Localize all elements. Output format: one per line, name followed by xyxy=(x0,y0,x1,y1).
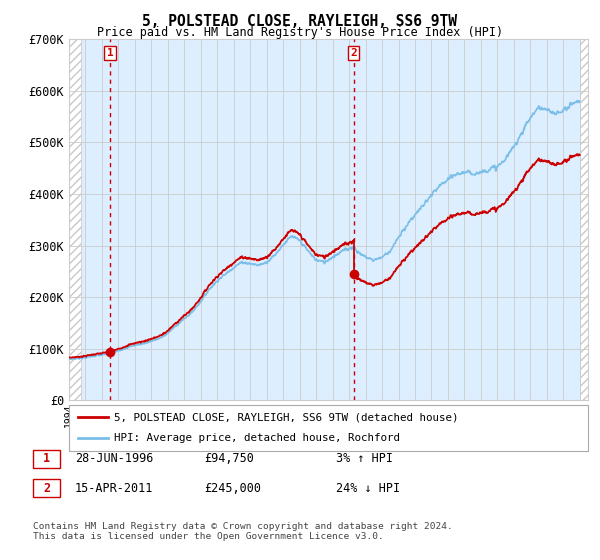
Text: 24% ↓ HPI: 24% ↓ HPI xyxy=(336,482,400,495)
Text: 5, POLSTEAD CLOSE, RAYLEIGH, SS6 9TW (detached house): 5, POLSTEAD CLOSE, RAYLEIGH, SS6 9TW (de… xyxy=(114,412,458,422)
Text: 28-JUN-1996: 28-JUN-1996 xyxy=(75,452,154,465)
Text: 2: 2 xyxy=(350,48,357,58)
Text: £245,000: £245,000 xyxy=(204,482,261,495)
Text: 1: 1 xyxy=(107,48,113,58)
Text: 3% ↑ HPI: 3% ↑ HPI xyxy=(336,452,393,465)
Text: 2: 2 xyxy=(43,482,50,495)
Text: £94,750: £94,750 xyxy=(204,452,254,465)
Text: 15-APR-2011: 15-APR-2011 xyxy=(75,482,154,495)
Text: Contains HM Land Registry data © Crown copyright and database right 2024.
This d: Contains HM Land Registry data © Crown c… xyxy=(33,522,453,542)
Text: HPI: Average price, detached house, Rochford: HPI: Average price, detached house, Roch… xyxy=(114,433,400,444)
Text: Price paid vs. HM Land Registry's House Price Index (HPI): Price paid vs. HM Land Registry's House … xyxy=(97,26,503,39)
Text: 5, POLSTEAD CLOSE, RAYLEIGH, SS6 9TW: 5, POLSTEAD CLOSE, RAYLEIGH, SS6 9TW xyxy=(143,14,458,29)
Text: 1: 1 xyxy=(43,452,50,465)
